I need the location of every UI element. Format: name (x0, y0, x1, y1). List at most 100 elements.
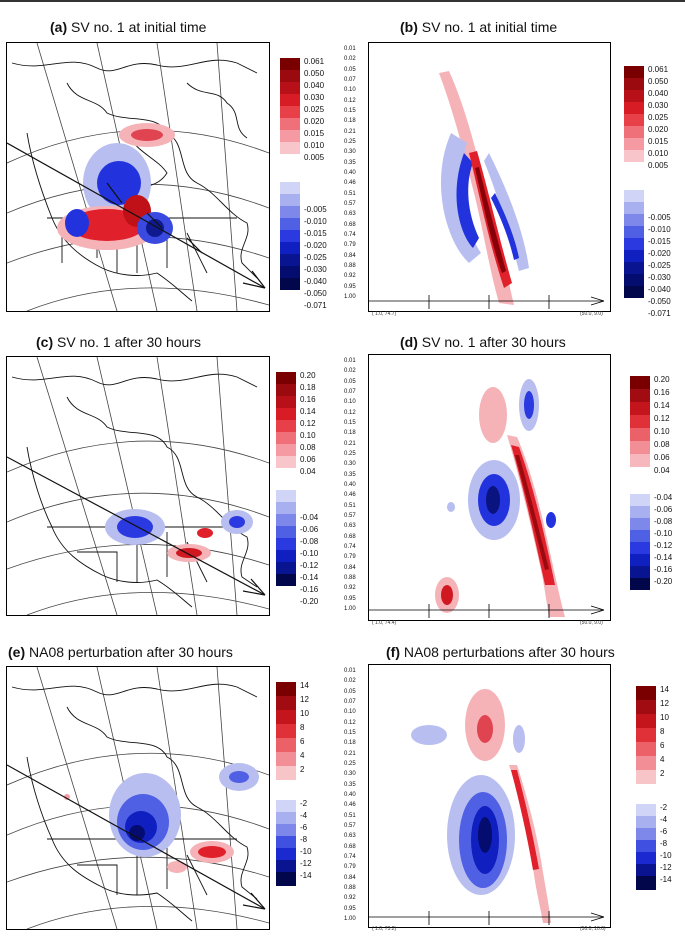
colorbar-label: -0.04 (300, 513, 319, 522)
sigma-level-label: 0.18 (344, 740, 356, 747)
colorbar-label: -12 (660, 863, 672, 872)
colorbar-label: 0.020 (648, 125, 669, 134)
colorbar-label: 8 (300, 723, 305, 732)
sigma-level-label: 0.57 (344, 513, 356, 519)
colorbar-label: -8 (660, 839, 668, 848)
sigma-level-label: 0.95 (344, 283, 356, 290)
panel-e-title-text: NA08 perturbation after 30 hours (29, 644, 233, 660)
panel-a-colorbar-swatches (280, 58, 300, 290)
sigma-level-label: 0.46 (344, 802, 356, 809)
sigma-level-label: 0.88 (344, 575, 356, 581)
colorbar-label: 0.08 (300, 443, 316, 452)
colorbar-label: -0.040 (648, 285, 671, 294)
sigma-level-label: 0.92 (344, 585, 356, 592)
sigma-level-label: 0.05 (344, 378, 356, 385)
panel-a-map (6, 42, 270, 312)
panel-b-title-text: SV no. 1 at initial time (421, 19, 558, 35)
sigma-level-label: 0.51 (344, 502, 356, 509)
panel-d-title-text: SV no. 1 after 30 hours (421, 334, 566, 350)
panel-e-map-svg (7, 667, 269, 929)
panel-c-colorbar-swatches (276, 372, 296, 586)
colorbar-label: -0.12 (300, 561, 319, 570)
panel-c-map (6, 356, 270, 616)
sigma-level-label: 0.84 (344, 874, 356, 881)
colorbar-label: 0.14 (654, 401, 670, 410)
colorbar-label: -14 (300, 871, 312, 880)
sigma-level-label: 0.92 (344, 273, 356, 280)
sigma-level-label: 0.74 (344, 232, 356, 238)
sigma-level-label: 0.40 (344, 170, 356, 176)
colorbar-label: -0.071 (304, 301, 327, 310)
colorbar-label: 0.10 (300, 431, 316, 440)
sigma-level-label: 0.51 (344, 812, 356, 819)
panel-e-letter: (e) (8, 644, 26, 660)
colorbar-label: -0.050 (648, 297, 671, 306)
colorbar-label: -0.040 (304, 277, 327, 286)
sigma-level-label: 0.46 (344, 180, 356, 187)
colorbar-label: 0.16 (654, 388, 670, 397)
colorbar-label: -0.071 (648, 309, 671, 318)
colorbar-label: -0.16 (654, 565, 673, 574)
sigma-level-label: 0.84 (344, 252, 356, 259)
sigma-level-label: 0.63 (344, 833, 356, 840)
sigma-level-label: 0.40 (344, 792, 356, 798)
panel-b-colorbar-swatches (624, 66, 644, 298)
colorbar-label: 14 (300, 681, 309, 690)
panel-b-axis-end: (50.0, 9.0) (580, 311, 603, 317)
colorbar-label: 0.061 (648, 65, 669, 74)
colorbar-label: -0.08 (654, 517, 673, 526)
panel-d-yaxis: 0.01 0.02 0.05 0.07 0.10 0.12 0.15 0.18 0.21 0.25… (342, 354, 366, 616)
colorbar-label: 12 (660, 699, 669, 708)
sigma-level-label: 0.15 (344, 730, 356, 736)
colorbar-label: 0.040 (304, 81, 325, 90)
sigma-level-label: 0.30 (344, 461, 356, 468)
top-rule (0, 0, 685, 2)
panel-b-yaxis: 0.01 0.02 0.05 0.07 0.10 0.12 0.15 0.18 0.21 0.25… (342, 42, 366, 304)
colorbar-label: 0.06 (654, 453, 670, 462)
panel-b-section (368, 42, 611, 312)
sigma-level-label: 0.25 (344, 451, 356, 457)
sigma-level-label: 0.18 (344, 430, 356, 437)
sigma-level-label: 0.35 (344, 159, 356, 166)
panel-a-map-svg (7, 43, 269, 311)
colorbar-label: -12 (300, 859, 312, 868)
coastlines (11, 373, 258, 608)
section-baseline-b (369, 295, 605, 309)
panel-b-colorbar: 0.061 0.050 0.040 0.030 0.025 0.020 0.015 0.010… (624, 65, 671, 318)
colorbar-label: 0.050 (304, 69, 325, 78)
sigma-level-label: 0.02 (344, 368, 356, 375)
sigma-level-label: 0.15 (344, 108, 356, 114)
sigma-level-label: 0.01 (344, 46, 356, 52)
panel-f-axis-start: ( 1.0, 73.2) (372, 926, 397, 932)
panel-f-axis-end: (50.0, 10.0) (580, 926, 606, 932)
panel-c-map-svg (7, 357, 269, 615)
cross-section-line-a (7, 142, 266, 289)
colorbar-label: -4 (660, 815, 668, 824)
colorbar-label: 0.040 (648, 89, 669, 98)
colorbar-label: 0.08 (654, 440, 670, 449)
colorbar-label: 0.061 (304, 57, 325, 66)
panel-e-colorbar: 14 12 10 8 6 4 2 -2 -4 -6 -8 -10 -12 -14 (276, 681, 312, 886)
panel-d-section-svg (369, 379, 605, 618)
colorbar-label: -10 (300, 847, 312, 856)
colorbar-label: 0.12 (300, 419, 316, 428)
panel-d-title: (d) SV no. 1 after 30 hours (400, 334, 566, 350)
sigma-level-label: 0.88 (344, 885, 356, 891)
map-graticule (7, 357, 269, 615)
perturbation-field-f (411, 689, 551, 923)
sigma-level-label: 0.07 (344, 699, 356, 705)
sigma-level-label: 0.01 (344, 358, 356, 364)
colorbar-label: 0.04 (654, 466, 670, 475)
colorbar-label: -0.010 (648, 225, 671, 234)
panel-f-title-text: NA08 perturbations after 30 hours (403, 644, 615, 660)
colorbar-label: -0.08 (300, 537, 319, 546)
cross-section-line-e (7, 764, 266, 910)
panel-a-title: (a) SV no. 1 at initial time (50, 19, 206, 35)
colorbar-label: 0.16 (300, 395, 316, 404)
sigma-level-label: 0.21 (344, 440, 356, 447)
colorbar-label: 0.020 (304, 117, 325, 126)
sigma-level-label: 0.68 (344, 843, 356, 850)
sigma-level-label: 0.21 (344, 750, 356, 757)
panel-d-letter: (d) (400, 334, 418, 350)
colorbar-label: -0.030 (304, 265, 327, 274)
